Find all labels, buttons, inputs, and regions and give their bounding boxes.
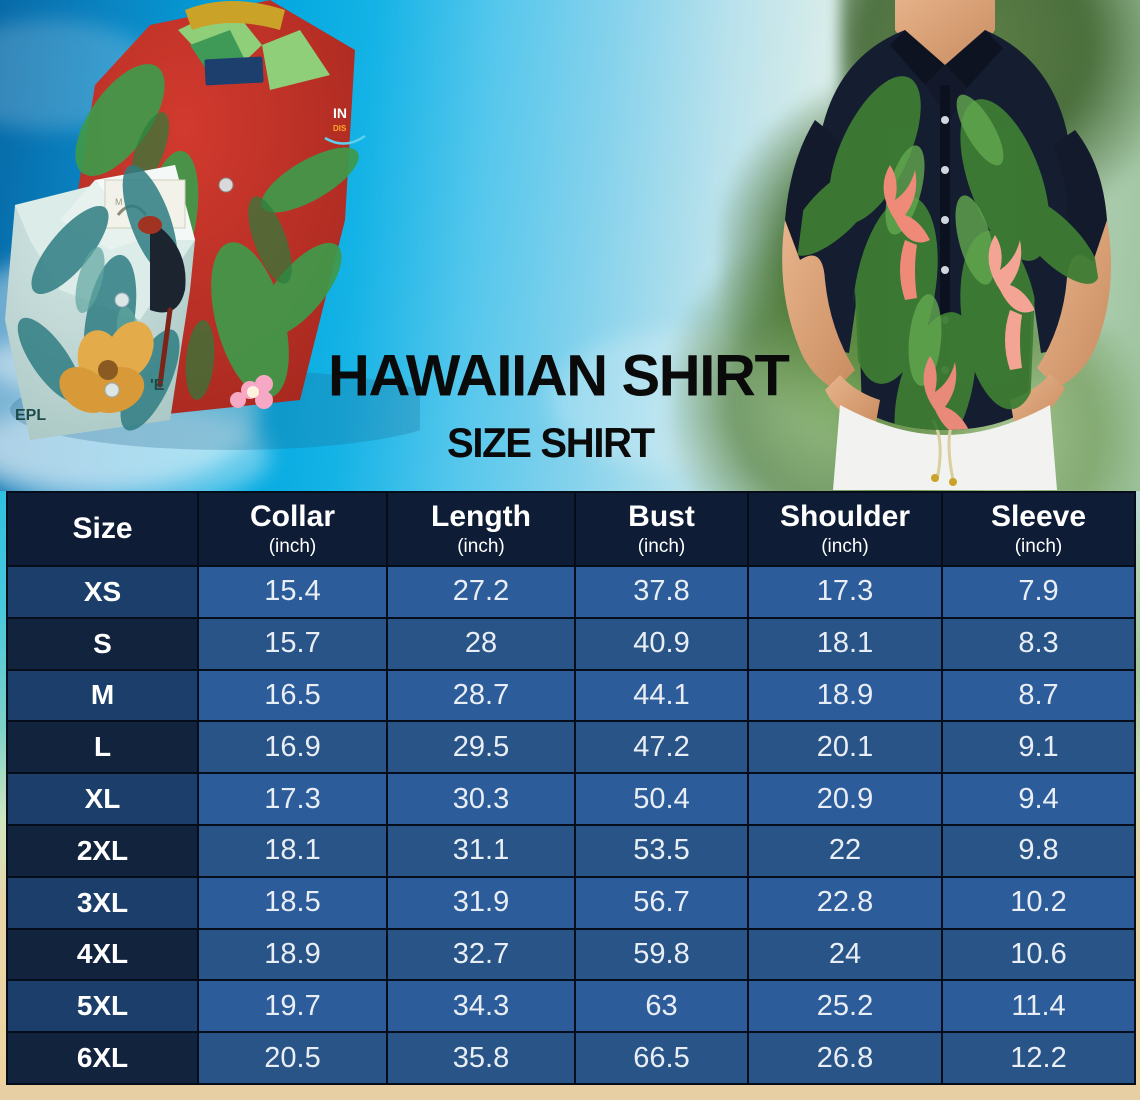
svg-text:EPL: EPL [15, 407, 46, 424]
svg-text:DIS: DIS [333, 124, 347, 133]
svg-text:M: M [115, 197, 123, 207]
svg-text:'E: 'E [150, 377, 165, 394]
svg-text:IN: IN [333, 105, 347, 121]
